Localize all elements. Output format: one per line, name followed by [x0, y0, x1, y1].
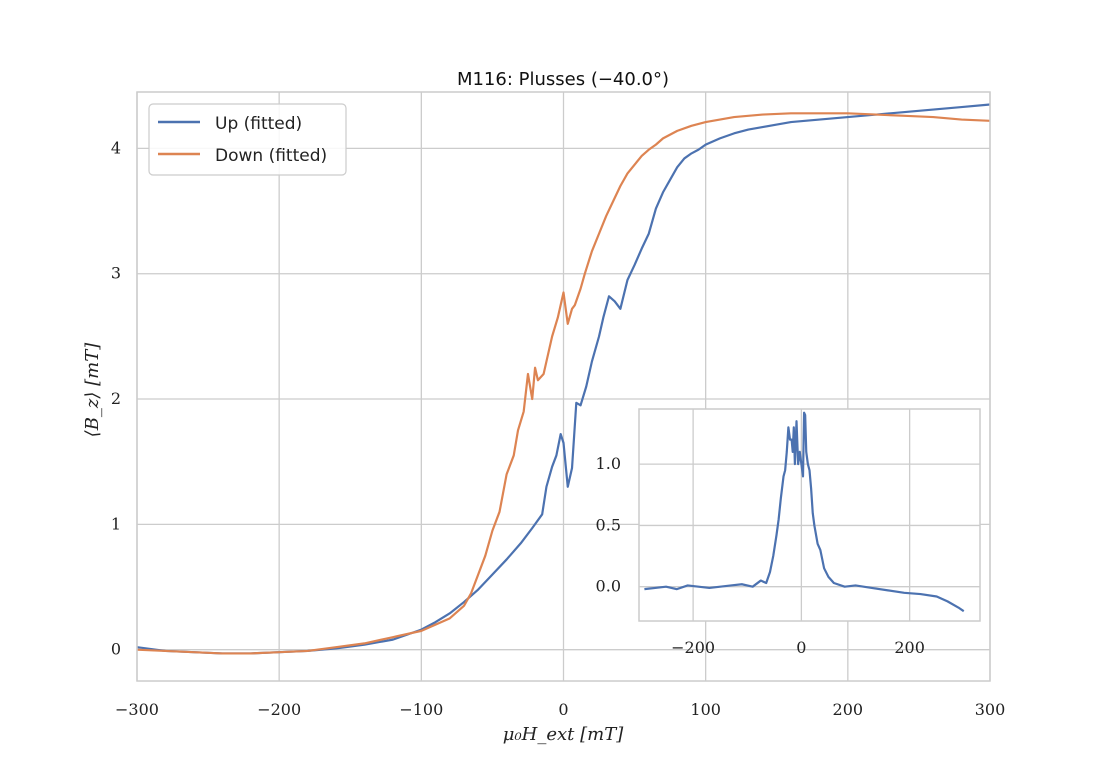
legend-label-down: Down (fitted) [215, 146, 327, 166]
main-x-tick-label: −100 [399, 700, 443, 719]
main-series-down-line [136, 112, 991, 655]
inset-axes: −200 0 200 0.0 0.5 1.0 [596, 408, 981, 657]
inset-plot-background [639, 409, 980, 621]
main-y-tick-label: 4 [111, 138, 121, 157]
inset-y-tick-label: 0.5 [596, 515, 621, 534]
main-y-tick-label: 2 [111, 389, 121, 408]
main-series-up-line [136, 103, 991, 655]
inset-x-tick-labels: −200 0 200 [671, 638, 925, 657]
main-x-tick-label: −200 [257, 700, 301, 719]
inset-x-tick-label: −200 [671, 638, 715, 657]
inset-plot-frame [638, 408, 981, 622]
main-x-tick-label: −300 [115, 700, 159, 719]
main-x-tick-label: 200 [833, 700, 864, 719]
inset-x-tick-label: 0 [796, 638, 806, 657]
main-grid [136, 92, 991, 681]
x-axis-label: μ₀H_ext [mT] [503, 724, 624, 745]
main-x-tick-label: 300 [975, 700, 1006, 719]
main-y-tick-label: 1 [111, 514, 121, 533]
main-y-tick-label: 3 [111, 264, 121, 283]
main-y-tick-label: 0 [111, 640, 121, 659]
chart-title: M116: Plusses (−40.0°) [457, 69, 669, 90]
main-y-tick-labels: 0 1 2 3 4 [111, 138, 121, 658]
main-axes: −300 −200 −100 0 100 200 300 0 1 2 3 4 M116: Pluss… [82, 69, 1005, 745]
y-axis-label: ⟨B_z⟩ [mT] [82, 342, 103, 438]
legend: Up (fitted) Down (fitted) [148, 103, 347, 176]
inset-x-tick-label: 200 [894, 638, 925, 657]
inset-y-tick-label: 0.0 [596, 577, 621, 596]
main-x-tick-labels: −300 −200 −100 0 100 200 300 [115, 700, 1005, 719]
main-plot-frame [136, 91, 991, 682]
main-x-tick-label: 100 [690, 700, 721, 719]
main-x-tick-label: 0 [558, 700, 568, 719]
legend-label-up: Up (fitted) [215, 114, 302, 134]
inset-y-tick-labels: 0.0 0.5 1.0 [596, 454, 621, 596]
inset-series-line [644, 411, 965, 613]
inset-y-tick-label: 1.0 [596, 454, 621, 473]
main-series-lines [136, 103, 991, 655]
inset-series-up-line [644, 411, 965, 613]
